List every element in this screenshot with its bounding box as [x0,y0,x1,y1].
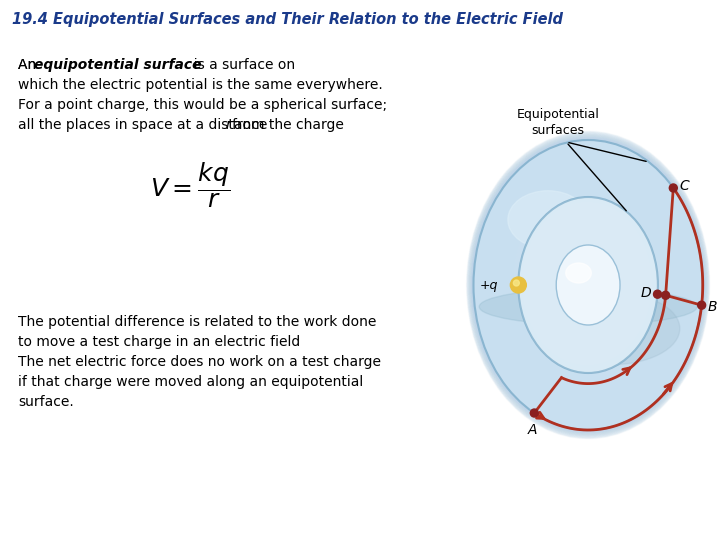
Ellipse shape [480,288,697,325]
Ellipse shape [527,208,644,356]
Ellipse shape [472,137,705,433]
Text: which the electric potential is the same everywhere.: which the electric potential is the same… [18,78,383,92]
Text: surface.: surface. [18,395,73,409]
Text: C: C [679,179,689,193]
Ellipse shape [566,263,591,283]
Ellipse shape [540,224,625,332]
Ellipse shape [472,138,704,432]
Text: +q: +q [480,279,498,292]
Ellipse shape [518,197,658,373]
Ellipse shape [552,240,606,307]
Ellipse shape [531,227,600,314]
Text: An: An [18,58,40,72]
Text: r: r [225,118,231,132]
Text: B: B [708,300,717,314]
Ellipse shape [469,135,707,435]
Text: D: D [641,286,652,300]
Ellipse shape [523,214,614,330]
Ellipse shape [471,137,706,434]
Ellipse shape [536,219,631,340]
Text: from the charge: from the charge [233,118,344,132]
Text: Equipotential
surfaces: Equipotential surfaces [517,108,600,137]
Text: equipotential surface: equipotential surface [34,58,202,72]
Ellipse shape [474,140,703,430]
Text: The potential difference is related to the work done: The potential difference is related to t… [18,315,377,329]
Ellipse shape [548,235,612,315]
Ellipse shape [473,139,703,431]
Text: A: A [528,423,537,437]
Text: For a point charge, this would be a spherical surface;: For a point charge, this would be a sphe… [18,98,387,112]
Text: $V = \dfrac{kq}{r}$: $V = \dfrac{kq}{r}$ [150,160,230,210]
Ellipse shape [544,230,618,323]
Ellipse shape [472,139,703,431]
Text: all the places in space at a distance: all the places in space at a distance [18,118,271,132]
Ellipse shape [469,134,708,436]
Ellipse shape [557,245,620,325]
Circle shape [510,277,526,293]
Ellipse shape [542,292,680,365]
Text: if that charge were moved along an equipotential: if that charge were moved along an equip… [18,375,363,389]
Ellipse shape [467,132,709,438]
Ellipse shape [473,139,703,430]
Ellipse shape [470,136,706,434]
Text: An: An [18,58,40,72]
Ellipse shape [531,213,638,348]
Ellipse shape [471,137,705,433]
Ellipse shape [468,133,708,437]
Text: is a surface on: is a surface on [186,58,295,72]
Circle shape [654,290,662,298]
Ellipse shape [523,202,652,364]
Circle shape [670,184,678,192]
Ellipse shape [472,138,704,432]
Text: 19.4 Equipotential Surfaces and Their Relation to the Electric Field: 19.4 Equipotential Surfaces and Their Re… [12,12,563,27]
Ellipse shape [470,136,706,434]
Ellipse shape [469,135,706,435]
Ellipse shape [469,134,707,436]
Circle shape [531,409,539,417]
Ellipse shape [467,133,708,437]
Circle shape [662,291,670,299]
Ellipse shape [518,197,658,373]
Ellipse shape [468,133,708,436]
Circle shape [513,280,519,286]
Ellipse shape [467,131,710,438]
Ellipse shape [467,132,709,438]
Text: to move a test charge in an electric field: to move a test charge in an electric fie… [18,335,300,349]
Circle shape [698,301,706,309]
Ellipse shape [508,191,588,249]
Ellipse shape [557,245,598,298]
Text: The net electric force does no work on a test charge: The net electric force does no work on a… [18,355,381,369]
Ellipse shape [527,221,607,322]
